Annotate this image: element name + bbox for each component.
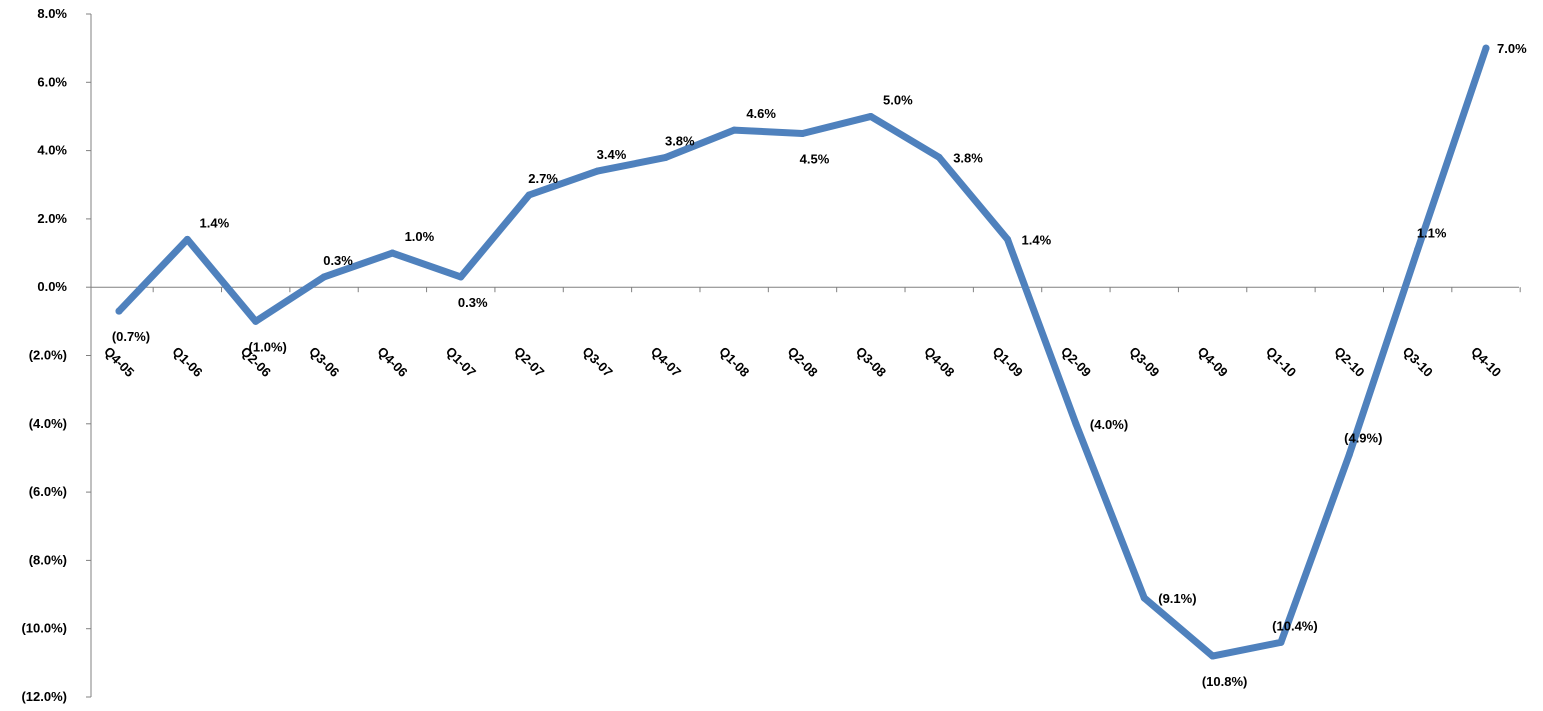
data-point <box>457 273 465 281</box>
x-category-label: Q4-10 <box>1468 344 1504 380</box>
x-category-label: Q1-10 <box>1263 344 1299 380</box>
data-point <box>867 112 875 120</box>
data-point <box>320 273 328 281</box>
data-label: 4.5% <box>800 152 830 167</box>
y-tick-label: 0.0% <box>37 279 67 294</box>
data-point <box>593 167 601 175</box>
data-point <box>799 130 806 138</box>
data-point <box>1414 246 1422 254</box>
y-tick-label: 6.0% <box>37 74 67 89</box>
x-category-label: Q4-07 <box>648 344 684 380</box>
x-category-label: Q1-07 <box>443 344 479 380</box>
data-label: 1.0% <box>405 229 435 244</box>
x-category-label: Q4-08 <box>921 344 957 380</box>
data-label: 3.8% <box>665 133 695 148</box>
data-label: (0.7%) <box>112 329 150 344</box>
data-point <box>730 126 738 134</box>
data-point <box>388 249 396 257</box>
data-label: 0.3% <box>323 253 353 268</box>
x-category-label: Q3-06 <box>306 344 342 380</box>
data-label: 4.6% <box>746 106 776 121</box>
data-label: 1.4% <box>1022 232 1052 247</box>
data-label: (4.9%) <box>1344 431 1382 446</box>
data-label: 0.3% <box>458 295 488 310</box>
x-category-label: Q1-08 <box>716 344 752 380</box>
x-category-label: Q2-10 <box>1331 344 1367 380</box>
data-label: 2.7% <box>528 171 558 186</box>
data-label: 3.4% <box>597 147 627 162</box>
x-category-label: Q2-09 <box>1058 344 1094 380</box>
x-category-label: Q4-05 <box>101 344 137 380</box>
data-point <box>115 307 123 315</box>
data-point <box>935 153 943 161</box>
data-point <box>1004 235 1012 243</box>
x-category-label: Q3-07 <box>580 344 616 380</box>
y-tick-label: (4.0%) <box>29 416 67 431</box>
x-category-label: Q3-10 <box>1400 344 1436 380</box>
y-tick-label: 4.0% <box>37 143 67 158</box>
y-tick-label: (10.0%) <box>21 621 67 636</box>
x-category-label: Q2-07 <box>511 344 547 380</box>
data-point <box>1209 652 1217 660</box>
data-label: 5.0% <box>883 92 913 107</box>
data-label: 7.0% <box>1497 41 1527 56</box>
data-label: 1.1% <box>1417 226 1447 241</box>
x-category-label: Q4-09 <box>1195 344 1231 380</box>
data-label: (10.4%) <box>1272 618 1318 633</box>
data-label: (1.0%) <box>249 339 287 354</box>
data-point <box>1277 638 1285 646</box>
data-point <box>525 191 533 199</box>
data-point <box>252 317 260 325</box>
data-label: (9.1%) <box>1158 591 1196 606</box>
x-category-label: Q2-08 <box>785 344 821 380</box>
data-label: (10.8%) <box>1202 674 1248 689</box>
x-category-label: Q1-06 <box>169 344 205 380</box>
data-point <box>1482 44 1490 52</box>
y-tick-label: 8.0% <box>37 6 67 21</box>
x-category-label: Q3-08 <box>853 344 889 380</box>
data-point <box>1140 594 1148 602</box>
y-tick-label: 2.0% <box>37 211 67 226</box>
data-label: 3.8% <box>953 150 983 165</box>
data-label: (4.0%) <box>1090 417 1128 432</box>
data-point <box>1072 420 1080 428</box>
y-tick-label: (6.0%) <box>29 484 67 499</box>
data-point <box>183 235 191 243</box>
x-category-label: Q3-09 <box>1126 344 1162 380</box>
x-category-label: Q4-06 <box>375 344 411 380</box>
y-tick-label: (2.0%) <box>29 348 67 363</box>
data-point <box>1345 451 1353 459</box>
x-category-label: Q1-09 <box>990 344 1026 380</box>
y-tick-label: (12.0%) <box>21 689 67 704</box>
y-tick-label: (8.0%) <box>29 552 67 567</box>
data-point <box>662 153 670 161</box>
data-label: 1.4% <box>200 215 230 230</box>
